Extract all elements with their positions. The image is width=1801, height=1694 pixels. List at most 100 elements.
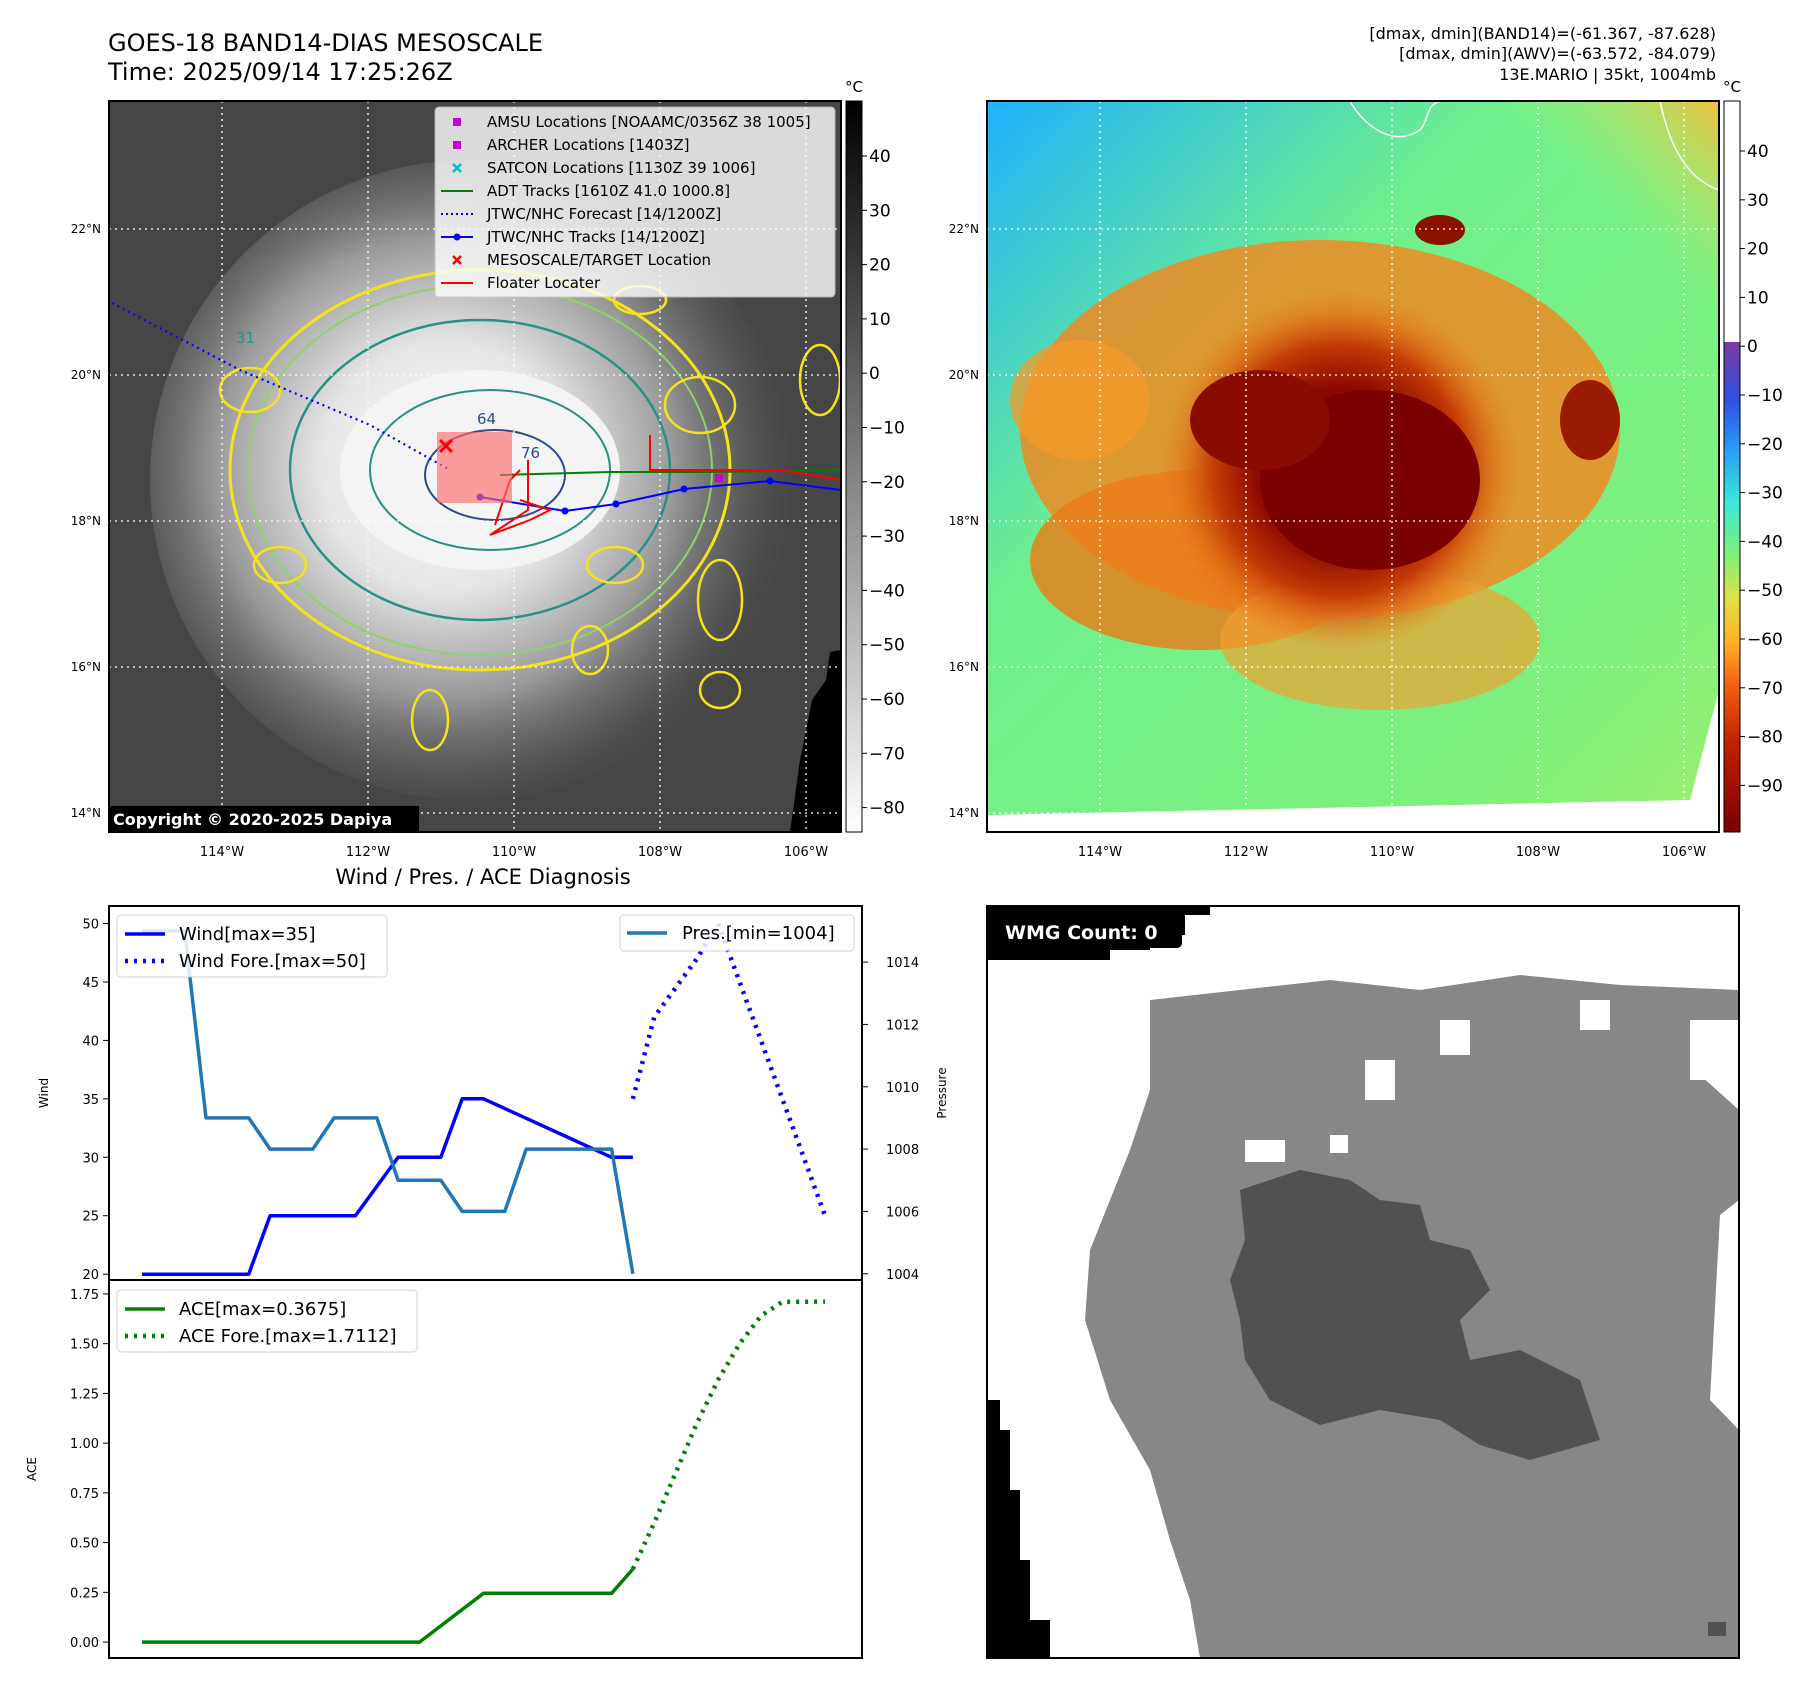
copyright-label: Copyright © 2020-2025 Dapiya xyxy=(113,810,392,829)
wmg-panel: WMG Count: 0 xyxy=(986,905,1740,1659)
contour-label-64: 64 xyxy=(477,410,496,428)
colorbar-tick-label: 30 xyxy=(869,201,891,221)
wind-legend-label: Wind Fore.[max=50] xyxy=(179,951,366,972)
lat-tick-label: 20°N xyxy=(949,368,979,382)
lat-tick-label: 14°N xyxy=(949,806,979,820)
wind-tick-label: 40 xyxy=(82,1034,99,1049)
pressure-legend-box xyxy=(619,914,855,952)
colorbar-tick-label: −40 xyxy=(1747,532,1783,552)
colorbar-tick-label: 10 xyxy=(1747,288,1769,308)
legend-marker-dot xyxy=(453,233,461,241)
ace-chart: 0.00 0.25 0.50 0.75 1.00 1.25 1.50 1.75 ACE ACE… xyxy=(25,1279,863,1659)
ace-tick-label: 1.25 xyxy=(70,1387,99,1402)
colorbar-tick-label: −10 xyxy=(1747,386,1783,406)
contour-label-76: 76 xyxy=(521,444,540,462)
legend-label: JTWC/NHC Tracks [14/1200Z] xyxy=(486,228,705,246)
wind-tick-label: 45 xyxy=(82,976,99,991)
wmg-count-label: WMG Count: 0 xyxy=(1005,922,1158,944)
pressure-tick-label: 1012 xyxy=(886,1018,919,1033)
ace-legend-label: ACE Fore.[max=1.7112] xyxy=(179,1326,397,1347)
pressure-tick-label: 1014 xyxy=(886,956,919,971)
ace-tick-label: 0.25 xyxy=(70,1586,99,1601)
wind-legend-box xyxy=(116,914,388,978)
colorbar-tick-label: 0 xyxy=(1747,337,1758,357)
ace-legend-box xyxy=(116,1289,418,1353)
pressure-series-line xyxy=(142,929,635,1275)
pressure-tick-label: 1008 xyxy=(886,1143,919,1158)
colorbar-tick-label: −80 xyxy=(869,799,905,819)
colorbar-tick-label: −50 xyxy=(869,636,905,656)
awv-colorbar xyxy=(1723,100,1741,833)
ace-forecast-line xyxy=(630,1299,826,1570)
colorbar-tick-label: −10 xyxy=(869,419,905,439)
colorbar-tick-label: −20 xyxy=(1747,435,1783,455)
pressure-tick-label: 1004 xyxy=(886,1268,919,1283)
stats-awv: [dmax, dmin](AWV)=(-63.572, -84.079) xyxy=(1399,44,1716,63)
ace-tick-label: 0.00 xyxy=(70,1636,99,1651)
lat-tick-label: 20°N xyxy=(71,368,101,382)
colorbar-tick-label: −70 xyxy=(869,744,905,764)
legend-label: SATCON Locations [1130Z 39 1006] xyxy=(487,159,755,177)
lon-tick-label: 106°W xyxy=(1662,845,1706,860)
colorbar-tick-label: 20 xyxy=(1747,240,1769,260)
wind-tick-label: 25 xyxy=(82,1210,99,1225)
colorbar-tick-label: 40 xyxy=(869,147,891,167)
lon-tick-label: 112°W xyxy=(1224,845,1268,860)
colorbar-tick-label: −30 xyxy=(869,527,905,547)
awv-map-panel: 14°N 16°N 18°N 20°N 22°N 114°W 112°W 110°W 108°… xyxy=(949,78,1783,860)
ace-tick-label: 1.50 xyxy=(70,1338,99,1353)
ace-tick-label: 0.75 xyxy=(70,1487,99,1502)
legend-marker-x xyxy=(452,163,462,173)
lat-tick-label: 18°N xyxy=(71,514,101,528)
lon-tick-label: 114°W xyxy=(200,845,244,860)
awv-colorbar-unit: °C xyxy=(1723,78,1741,96)
colorbar-tick-label: −50 xyxy=(1747,581,1783,601)
pressure-tick-label: 1006 xyxy=(886,1205,919,1220)
legend-label: MESOSCALE/TARGET Location xyxy=(487,251,711,269)
lon-tick-label: 108°W xyxy=(1516,845,1560,860)
ir-map-panel: 64 76 31 AMSU Locations [NOAAMC/0356Z 38… xyxy=(71,78,905,860)
colorbar-tick-label: 30 xyxy=(1747,191,1769,211)
ace-tick-label: 1.75 xyxy=(70,1288,99,1303)
lon-tick-label: 110°W xyxy=(492,845,536,860)
colorbar-tick-label: −40 xyxy=(869,581,905,601)
lat-tick-label: 16°N xyxy=(949,660,979,674)
legend-label: Floater Locater xyxy=(487,274,601,292)
colorbar-tick-label: 20 xyxy=(869,256,891,276)
legend-marker-x xyxy=(452,255,462,265)
stats-band14: [dmax, dmin](BAND14)=(-61.367, -87.628) xyxy=(1369,24,1716,43)
lat-tick-label: 14°N xyxy=(71,806,101,820)
wind-tick-label: 30 xyxy=(82,1151,99,1166)
figure-title: GOES-18 BAND14-DIAS MESOSCALE xyxy=(108,29,543,57)
lon-tick-label: 110°W xyxy=(1370,845,1414,860)
legend-marker-square xyxy=(453,118,461,126)
wind-forecast-line xyxy=(630,921,828,1217)
wind-legend-label: Wind[max=35] xyxy=(179,924,316,945)
map-legend: AMSU Locations [NOAAMC/0356Z 38 1005] ARC… xyxy=(434,106,836,298)
colorbar-tick-label: −30 xyxy=(1747,484,1783,504)
wind-axis-label: Wind xyxy=(37,1078,51,1108)
colorbar-tick-label: −80 xyxy=(1747,728,1783,748)
colorbar-tick-label: 0 xyxy=(869,364,880,384)
ace-tick-label: 1.00 xyxy=(70,1437,99,1452)
contour-label-31: 31 xyxy=(236,329,255,347)
pressure-legend-label: Pres.[min=1004] xyxy=(682,923,835,944)
legend-label: ADT Tracks [1610Z 41.0 1000.8] xyxy=(487,182,730,200)
lon-tick-label: 108°W xyxy=(638,845,682,860)
legend-label: JTWC/NHC Forecast [14/1200Z] xyxy=(486,205,721,223)
colorbar-tick-label: −60 xyxy=(869,690,905,710)
diagnosis-title: Wind / Pres. / ACE Diagnosis xyxy=(335,865,630,889)
lon-tick-label: 106°W xyxy=(784,845,828,860)
lon-tick-label: 112°W xyxy=(346,845,390,860)
wind-tick-label: 20 xyxy=(82,1268,99,1283)
colorbar-tick-label: −20 xyxy=(869,473,905,493)
wind-tick-label: 35 xyxy=(82,1093,99,1108)
legend-label: ARCHER Locations [1403Z] xyxy=(487,136,690,154)
lat-tick-label: 18°N xyxy=(949,514,979,528)
wmg-count-badge xyxy=(996,916,1182,948)
lat-tick-label: 16°N xyxy=(71,660,101,674)
figure-time: Time: 2025/09/14 17:25:26Z xyxy=(107,58,453,86)
ace-legend-label: ACE[max=0.3675] xyxy=(179,1299,346,1320)
